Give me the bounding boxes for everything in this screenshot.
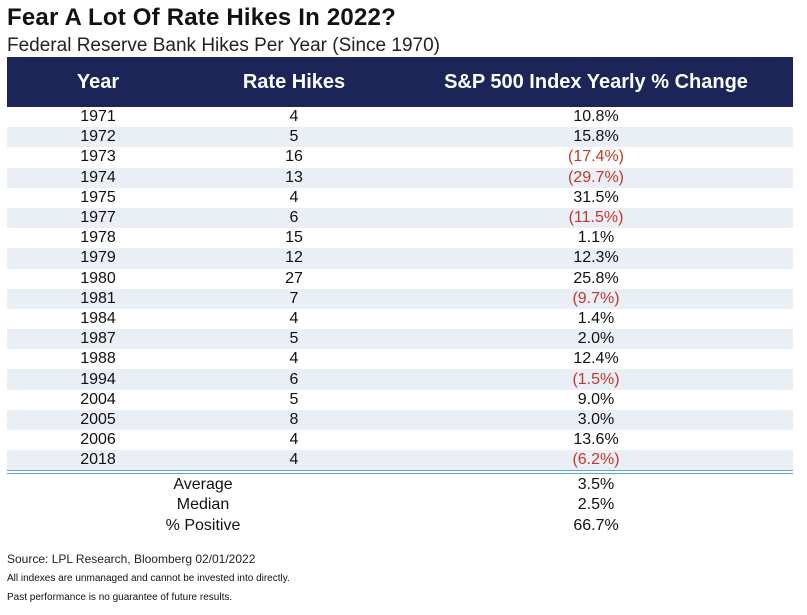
sp500-change-cell: (17.4%) <box>567 148 625 166</box>
sp500-change-cell: 9.0% <box>577 390 615 408</box>
summary-divider <box>7 470 793 475</box>
table-row: 1984 4 1.4% <box>7 309 793 329</box>
table-row: 1978 15 1.1% <box>7 228 793 248</box>
year-cell: 1980 <box>80 269 116 287</box>
rate-hikes-cell: 7 <box>289 289 299 307</box>
table-row: 2018 4 (6.2%) <box>7 450 793 471</box>
rate-hikes-cell: 4 <box>289 431 299 449</box>
table-row: 1987 5 2.0% <box>7 329 793 350</box>
table-row: 2005 8 3.0% <box>7 409 793 430</box>
summary-row: Average 3.5% <box>7 474 793 495</box>
sp500-change-cell: (6.2%) <box>572 451 620 469</box>
table-row: 1979 12 12.3% <box>7 248 793 269</box>
rate-hikes-cell: 4 <box>289 188 299 206</box>
rate-hikes-cell: 27 <box>285 269 303 287</box>
table-body: 1971 4 10.8% 1972 5 15.8% 1973 16 (17.4%) 1974 13 (… <box>7 107 793 471</box>
sp500-change-cell: 1.1% <box>577 229 615 247</box>
sp500-change-cell: 25.8% <box>573 269 619 287</box>
table-row: 1988 4 12.4% <box>7 349 793 369</box>
table-row: 1972 5 15.8% <box>7 127 793 148</box>
year-cell: 1984 <box>80 309 116 327</box>
chart-title: Fear A Lot Of Rate Hikes In 2022? <box>7 4 396 31</box>
header-rate-hikes: Rate Hikes <box>242 70 346 93</box>
year-cell: 2018 <box>80 451 116 469</box>
year-cell: 2004 <box>80 390 116 408</box>
year-cell: 1972 <box>80 128 116 146</box>
table-row: 1981 7 (9.7%) <box>7 288 793 309</box>
rate-hikes-cell: 4 <box>289 451 299 469</box>
rate-hikes-cell: 5 <box>289 128 299 146</box>
chart-subtitle: Federal Reserve Bank Hikes Per Year (Sin… <box>7 35 441 56</box>
year-cell: 1973 <box>80 148 116 166</box>
summary-row: Median 2.5% <box>7 495 793 516</box>
year-cell: 1974 <box>80 168 116 186</box>
table-row: 1994 6 (1.5%) <box>7 369 793 390</box>
table-row: 2006 4 13.6% <box>7 430 793 450</box>
summary-section: Average 3.5% Median 2.5% % Positive 66.7% <box>7 474 793 536</box>
rate-hikes-cell: 5 <box>289 330 299 348</box>
table-row: 1974 13 (29.7%) <box>7 167 793 188</box>
rate-hikes-cell: 16 <box>285 148 303 166</box>
header-year: Year <box>76 70 120 93</box>
summary-label: Average <box>173 475 233 493</box>
disclaimer-past-performance: Past performance is no guarantee of futu… <box>7 592 233 603</box>
summary-label: % Positive <box>165 516 241 534</box>
year-cell: 1994 <box>80 370 116 388</box>
disclaimer-indexes: All indexes are unmanaged and cannot be … <box>7 573 290 584</box>
table-row: 1973 16 (17.4%) <box>7 147 793 167</box>
sp500-change-cell: (29.7%) <box>567 168 625 186</box>
summary-value: 66.7% <box>573 516 619 534</box>
sp500-change-cell: 31.5% <box>573 188 619 206</box>
sp500-change-cell: 10.8% <box>573 108 619 126</box>
sp500-change-cell: 13.6% <box>573 431 619 449</box>
rate-hikes-cell: 4 <box>289 309 299 327</box>
table-row: 1980 27 25.8% <box>7 269 793 289</box>
table-row: 1971 4 10.8% <box>7 107 793 127</box>
sp500-change-cell: 1.4% <box>577 309 615 327</box>
rate-hikes-cell: 8 <box>289 410 299 428</box>
sp500-change-cell: (9.7%) <box>572 289 620 307</box>
rate-hikes-cell: 4 <box>289 108 299 126</box>
sp500-change-cell: (11.5%) <box>568 209 624 227</box>
year-cell: 1979 <box>80 249 116 267</box>
year-cell: 1981 <box>80 289 116 307</box>
year-cell: 1971 <box>80 108 116 126</box>
rate-hikes-cell: 15 <box>285 229 303 247</box>
summary-label: Median <box>176 496 230 514</box>
table-row: 1977 6 (11.5%) <box>7 207 793 229</box>
sp500-change-cell: (1.5%) <box>572 370 620 388</box>
sp500-change-cell: 12.4% <box>573 350 619 368</box>
rate-hikes-cell: 6 <box>289 209 299 227</box>
year-cell: 1988 <box>80 350 116 368</box>
sp500-change-cell: 3.0% <box>577 410 615 428</box>
sp500-change-cell: 12.3% <box>573 249 619 267</box>
summary-value: 3.5% <box>577 475 615 493</box>
summary-value: 2.5% <box>577 496 615 514</box>
rate-hikes-cell: 6 <box>289 370 299 388</box>
rate-hikes-cell: 13 <box>285 168 303 186</box>
sp500-change-cell: 2.0% <box>577 330 615 348</box>
summary-row: % Positive 66.7% <box>7 515 793 536</box>
rate-hikes-cell: 5 <box>289 390 299 408</box>
rate-hikes-table: Year Rate Hikes S&P 500 Index Yearly % C… <box>7 57 793 536</box>
rate-hikes-cell: 4 <box>289 350 299 368</box>
year-cell: 1978 <box>80 229 116 247</box>
source-note: Source: LPL Research, Bloomberg 02/01/20… <box>7 552 256 566</box>
header-sp500-change: S&P 500 Index Yearly % Change <box>444 70 748 93</box>
table-row: 1975 4 31.5% <box>7 188 793 208</box>
year-cell: 2006 <box>80 431 116 449</box>
table-header: Year Rate Hikes S&P 500 Index Yearly % C… <box>7 57 793 107</box>
year-cell: 1975 <box>80 188 116 206</box>
year-cell: 1977 <box>80 209 116 227</box>
table-row: 2004 5 9.0% <box>7 390 793 410</box>
rate-hikes-cell: 12 <box>285 249 303 267</box>
sp500-change-cell: 15.8% <box>573 128 619 146</box>
year-cell: 2005 <box>80 410 116 428</box>
year-cell: 1987 <box>80 330 116 348</box>
